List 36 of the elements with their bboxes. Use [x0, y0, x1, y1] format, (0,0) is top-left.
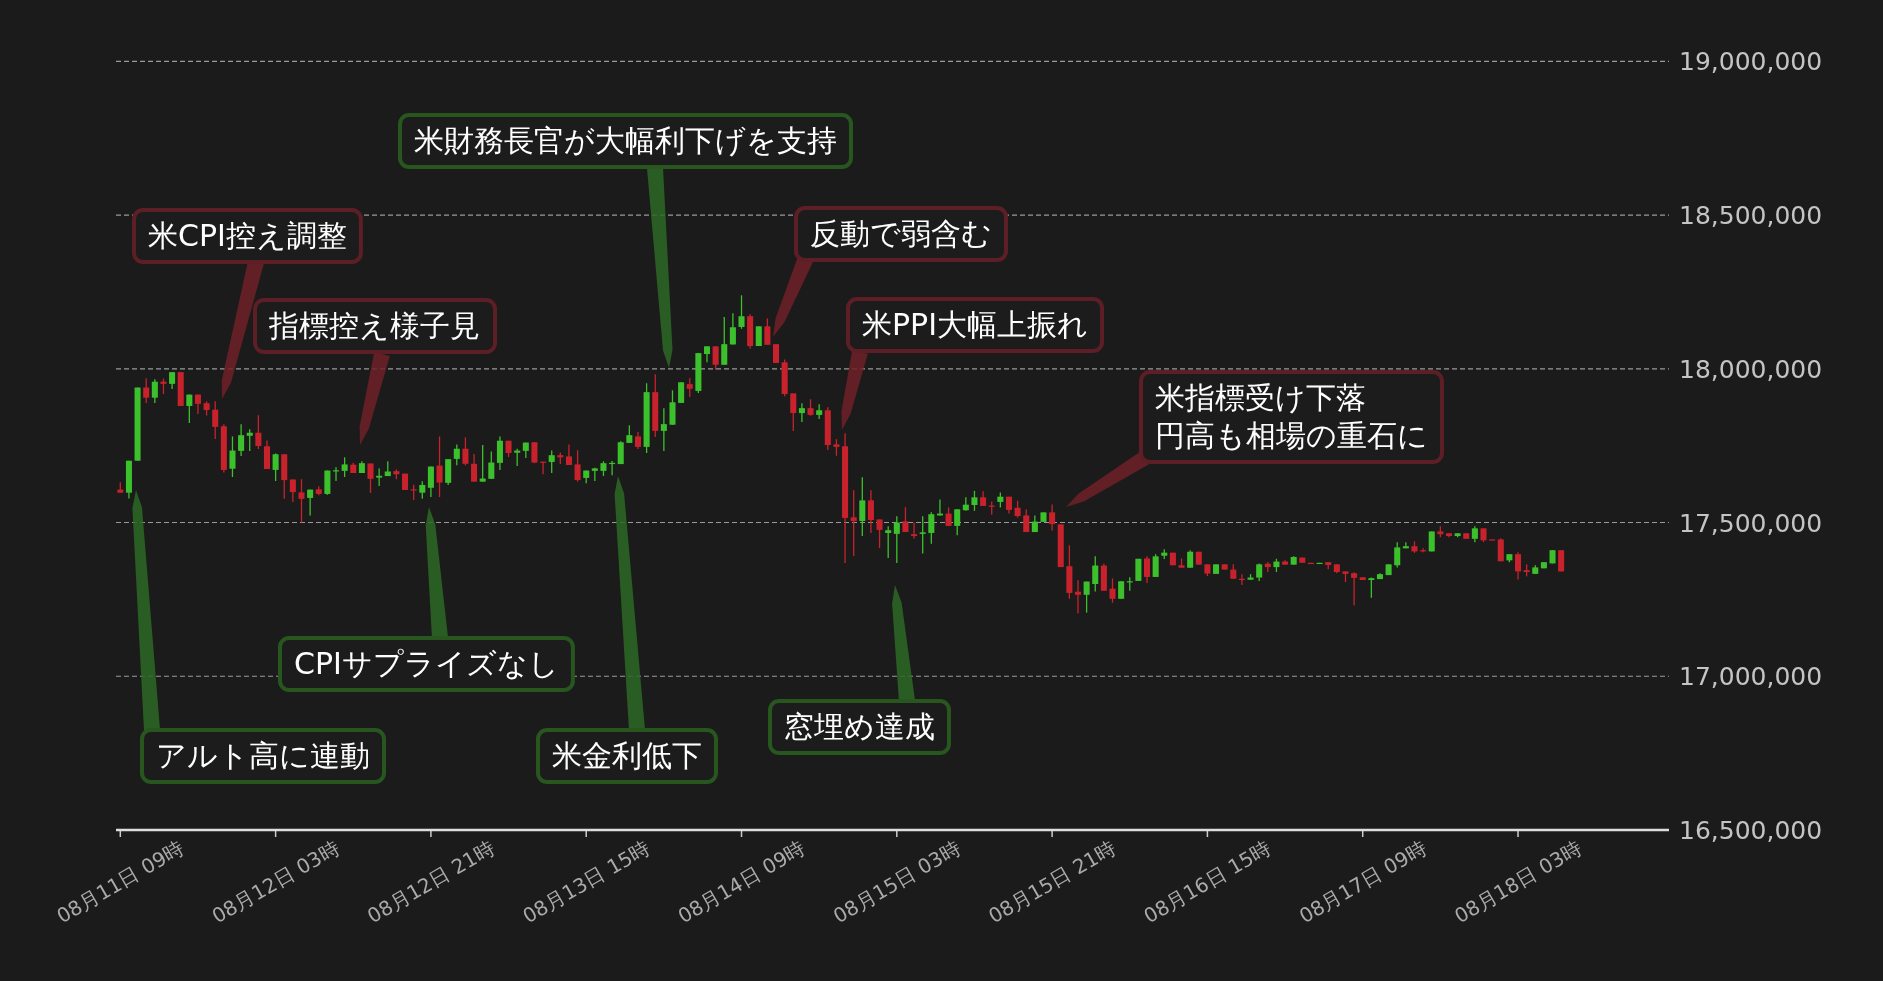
candlestick [1169, 552, 1176, 566]
annotation: 米CPI控え調整 [148, 218, 347, 253]
x-tick-label: 08月11日 09時 [52, 835, 189, 929]
y-tick-label: 17,000,000 [1679, 662, 1823, 692]
candlestick [341, 456, 348, 478]
annotation: 米財務長官が大幅利下げを支持 [414, 123, 837, 158]
y-tick-label: 18,000,000 [1679, 354, 1823, 384]
annotation: 米金利低下 [552, 738, 702, 773]
annotation: CPIサプライズなし [294, 646, 559, 681]
y-tick-label: 18,500,000 [1679, 201, 1823, 231]
x-tick-label: 08月18日 03時 [1450, 835, 1586, 929]
candlestick [1368, 576, 1375, 599]
x-tick-label: 08月14日 09時 [673, 835, 810, 929]
x-tick-label: 08月12日 03時 [207, 835, 344, 929]
annotation: 米指標受け下落円高も相場の重石に [1155, 380, 1428, 453]
x-tick-label: 08月16日 15時 [1139, 835, 1276, 929]
annotation: 米PPI大幅上振れ [862, 307, 1089, 342]
candlestick [669, 389, 676, 426]
y-tick-label: 19,000,000 [1679, 47, 1823, 77]
x-tick-label: 08月15日 21時 [984, 835, 1120, 929]
x-tick-label: 08月13日 15時 [518, 835, 655, 929]
y-tick-label: 17,500,000 [1679, 508, 1823, 538]
candlestick [738, 294, 745, 330]
annotation: 反動で弱含む [810, 216, 992, 251]
candlestick [367, 462, 374, 494]
candlestick [850, 489, 857, 557]
candlestick [919, 515, 926, 555]
annotation: アルト高に連動 [156, 738, 370, 773]
x-tick-label: 08月15日 03時 [829, 835, 965, 929]
candlestick [298, 478, 305, 524]
y-tick-label: 16,500,000 [1679, 816, 1823, 845]
x-tick-label: 08月12日 21時 [363, 835, 499, 929]
annotation: 窓埋め達成 [784, 709, 935, 744]
annotation: 指標控え様子見 [268, 308, 480, 343]
candlestick [1109, 577, 1116, 604]
x-tick-label: 08月17日 09時 [1294, 835, 1431, 929]
